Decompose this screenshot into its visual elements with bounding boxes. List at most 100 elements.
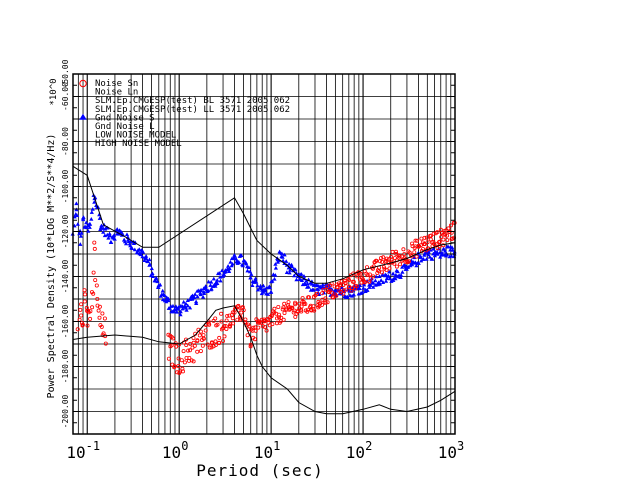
data-point: [84, 220, 89, 225]
data-point: [383, 279, 389, 283]
data-point: [397, 254, 402, 259]
y-tick-label: -80.00: [61, 127, 70, 156]
data-point: [402, 252, 407, 257]
x-tick-exponent: 2: [365, 439, 372, 453]
data-point: [193, 299, 199, 304]
data-point: [339, 285, 345, 290]
data-point: [135, 250, 140, 255]
data-point: [227, 266, 232, 271]
data-point: [286, 300, 291, 305]
data-point: [357, 286, 362, 291]
data-point: [236, 303, 241, 308]
data-point: [81, 215, 86, 219]
data-point: [205, 288, 211, 293]
data-point: [101, 230, 106, 234]
data-point: [74, 213, 80, 217]
data-point: [418, 255, 424, 259]
y-tick-label: -60.00: [61, 82, 70, 111]
data-point: [422, 235, 427, 240]
data-point: [176, 356, 181, 361]
data-point: [75, 222, 80, 226]
data-point: [153, 276, 159, 281]
data-point: [186, 358, 191, 363]
data-point: [373, 274, 379, 279]
data-point: [74, 201, 79, 206]
data-point: [197, 333, 202, 338]
data-point: [191, 359, 196, 364]
data-point: [276, 312, 281, 317]
data-point: [414, 254, 419, 259]
data-point: [270, 322, 275, 327]
data-point: [448, 247, 453, 252]
y-multiplier-label: *10^0: [49, 78, 59, 105]
noise-model-line: [72, 165, 456, 284]
data-point: [145, 259, 150, 264]
data-point: [387, 276, 392, 281]
data-point: [371, 285, 376, 289]
data-point: [361, 282, 367, 287]
data-point: [166, 298, 171, 303]
data-point: [219, 319, 224, 324]
legend-symbol-triangle: [79, 113, 87, 120]
data-point: [272, 276, 277, 281]
data-point: [441, 232, 446, 237]
legend-label: HIGH NOISE MODEL: [95, 139, 182, 149]
data-point: [431, 231, 436, 236]
data-point: [314, 291, 319, 296]
data-point: [180, 369, 185, 374]
data-point: [215, 278, 220, 282]
y-tick-label: -140.00: [61, 259, 70, 293]
data-point: [373, 278, 378, 283]
data-point: [90, 207, 95, 211]
data-point: [438, 254, 443, 259]
data-point: [167, 306, 173, 310]
data-point: [169, 343, 174, 348]
data-point: [108, 239, 114, 244]
data-point: [192, 292, 198, 296]
data-point: [267, 285, 273, 290]
data-point: [450, 248, 455, 252]
data-point: [79, 231, 84, 235]
data-point: [176, 306, 181, 311]
data-point: [441, 237, 446, 242]
series-low-noise-model: [72, 305, 456, 415]
data-point: [224, 318, 229, 323]
data-point: [338, 289, 343, 294]
data-point: [432, 242, 437, 247]
data-point: [81, 217, 86, 222]
data-point: [137, 247, 142, 251]
data-point: [98, 225, 104, 230]
data-point: [421, 257, 426, 261]
data-point: [172, 309, 177, 314]
y-tick-label: -180.00: [61, 349, 70, 383]
data-point: [78, 233, 84, 238]
data-point: [351, 279, 356, 284]
data-point: [351, 292, 357, 297]
data-point: [239, 253, 244, 258]
data-point: [254, 279, 259, 284]
data-point: [79, 313, 84, 318]
data-point: [213, 342, 218, 347]
data-point: [282, 301, 287, 306]
data-point: [88, 316, 93, 321]
data-point: [427, 254, 432, 259]
data-point: [334, 293, 339, 298]
data-point: [205, 342, 210, 347]
data-point: [393, 249, 398, 254]
x-tick-label: 101: [254, 439, 281, 462]
data-point: [276, 304, 281, 309]
data-point: [86, 228, 91, 233]
data-point: [87, 225, 92, 229]
data-point: [207, 345, 212, 350]
data-point: [80, 322, 85, 327]
data-point: [381, 265, 386, 270]
data-point: [315, 283, 321, 287]
data-point: [195, 338, 200, 343]
y-tick-label: -120.00: [61, 214, 70, 248]
data-point: [226, 269, 232, 273]
data-point: [287, 270, 292, 275]
x-tick-label: 100: [162, 439, 189, 462]
data-point: [184, 307, 189, 312]
data-point: [99, 324, 104, 329]
x-tick-base: 10: [438, 443, 457, 462]
